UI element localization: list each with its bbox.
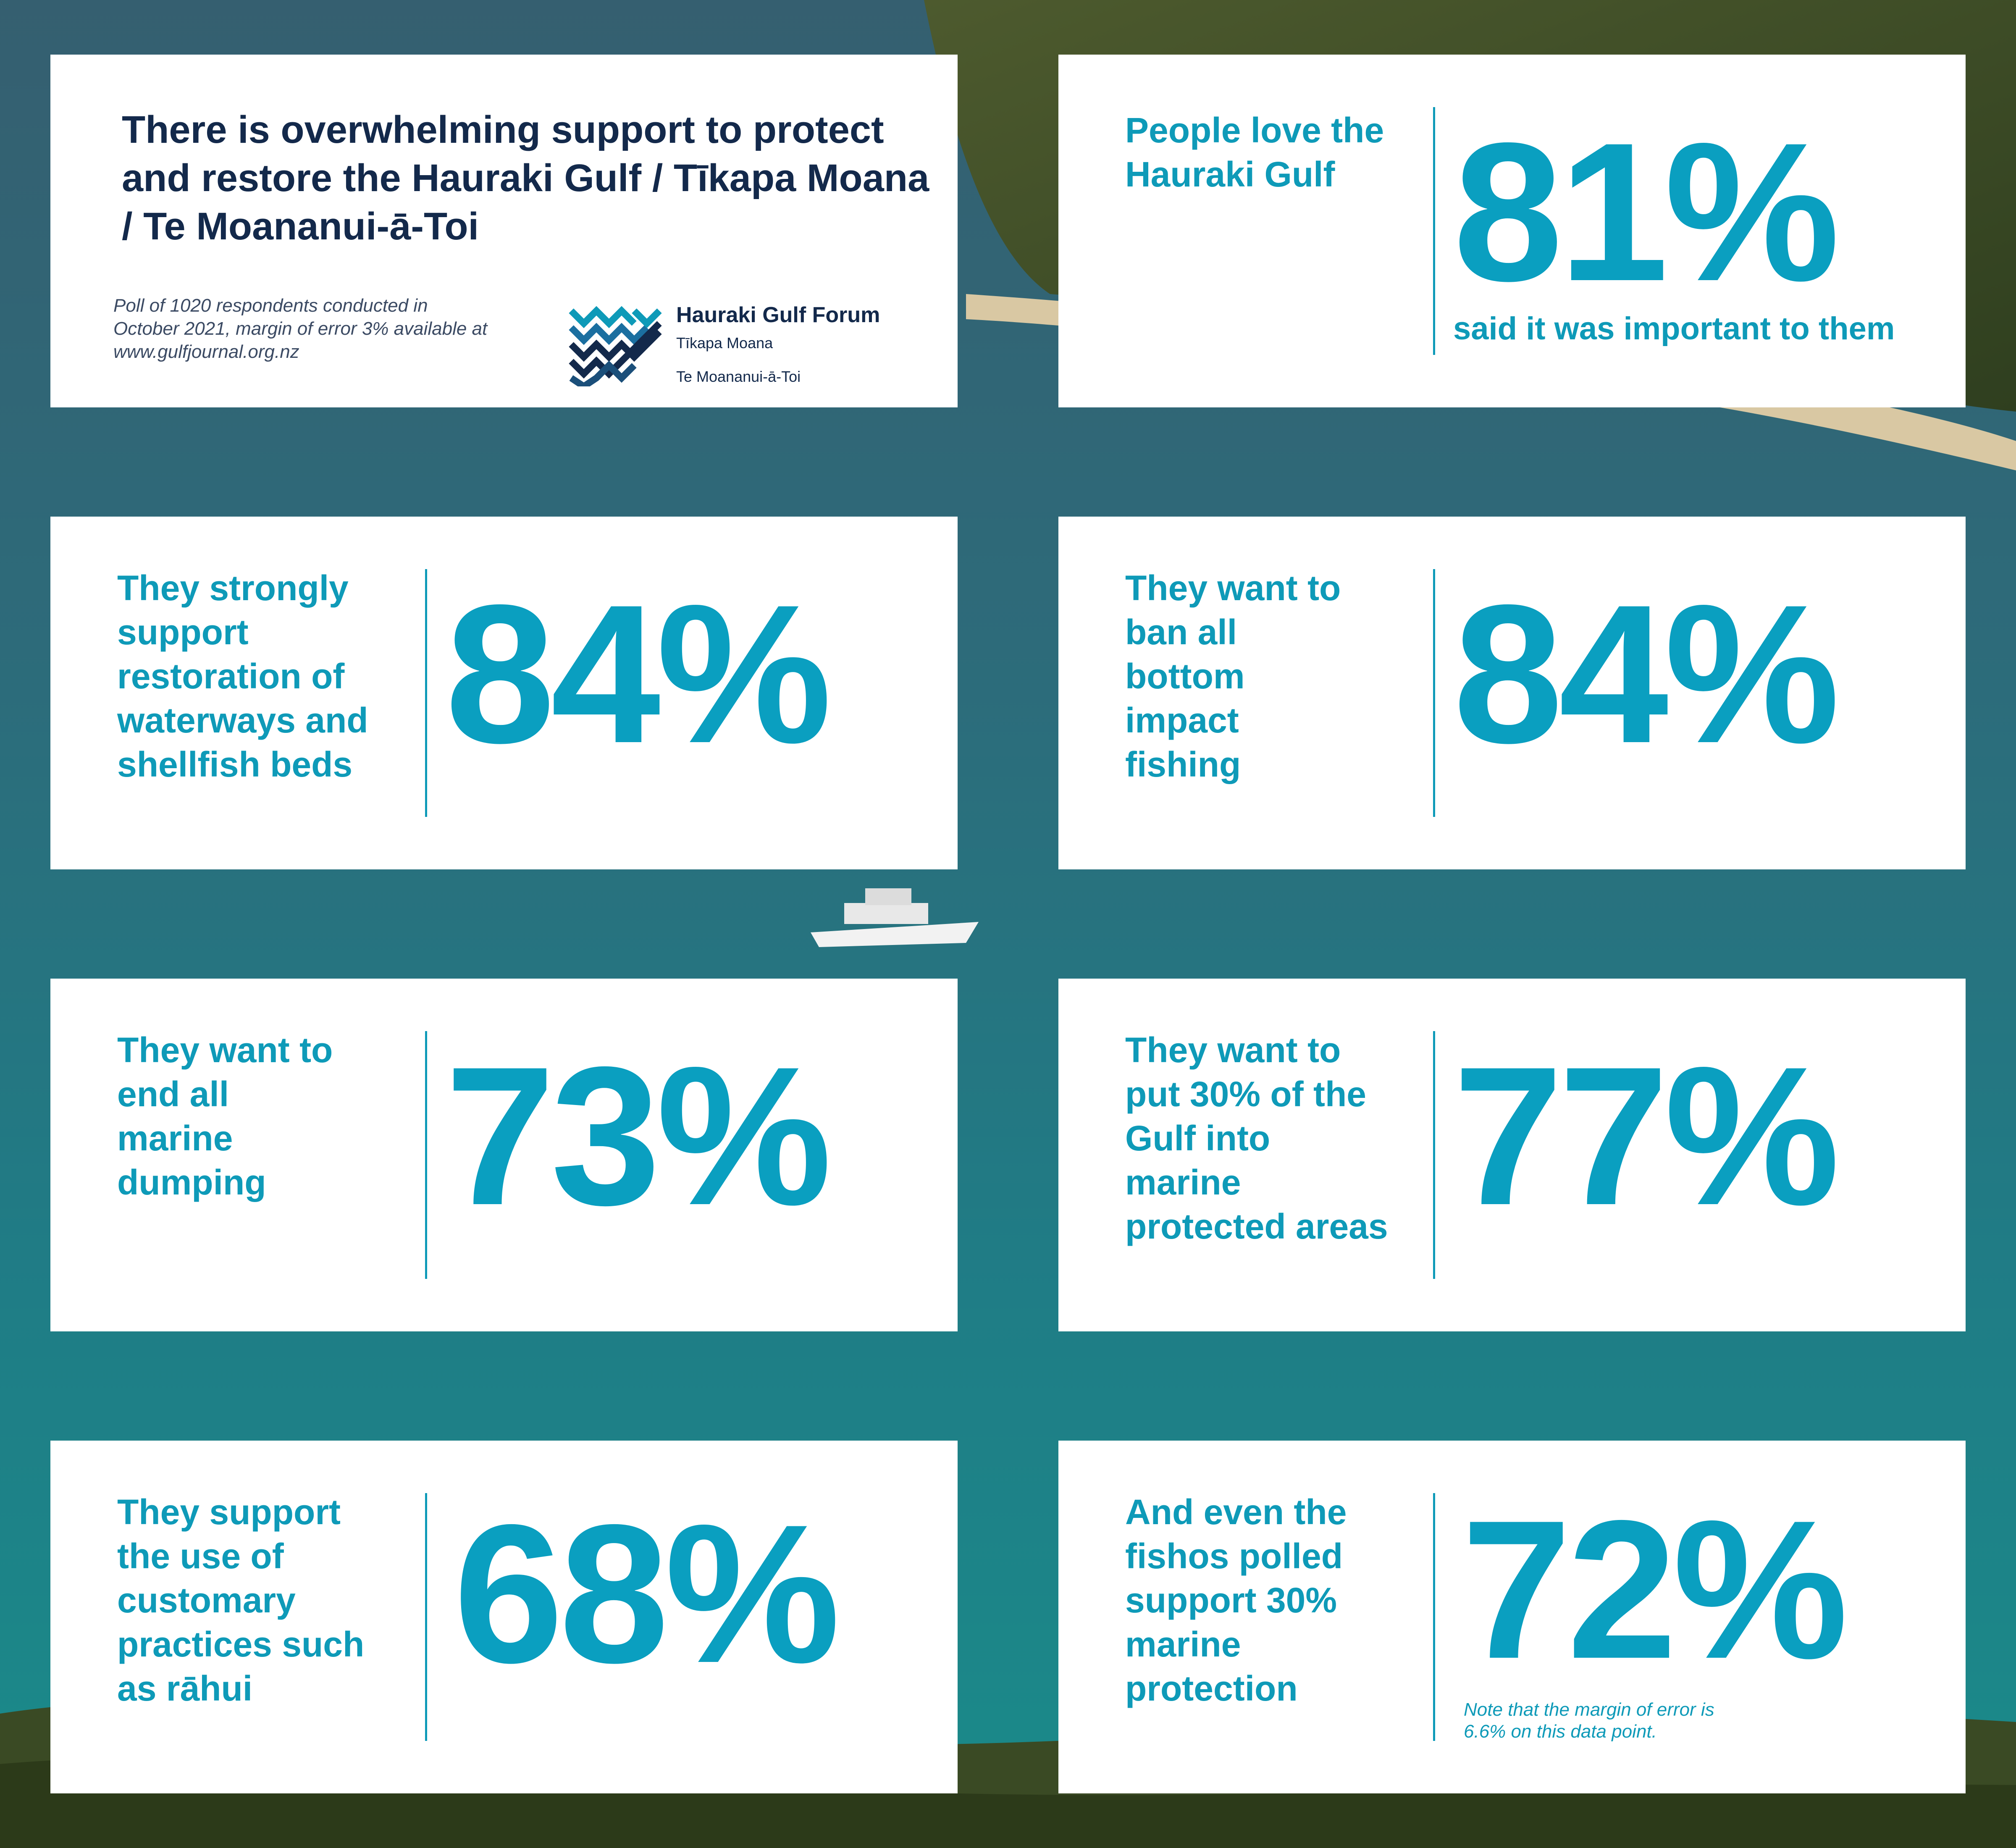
stat-card-customary: They support the use of customary practi… — [50, 1441, 958, 1793]
stat-label: They want to ban all bottom impact fishi… — [1125, 568, 1341, 784]
stat-label: They strongly support restoration of wat… — [117, 568, 368, 784]
chevron-pattern-icon — [569, 306, 662, 386]
stat-value: 68% — [454, 1483, 840, 1704]
stat-value: 77% — [1453, 1026, 1840, 1246]
divider — [425, 1493, 427, 1741]
hauraki-gulf-forum-logo: Hauraki Gulf Forum Tīkapa Moana Te Moana… — [567, 286, 945, 412]
logo-subtitle-2: Te Moananui-ā-Toi — [676, 368, 801, 385]
stat-card-restoration: They strongly support restoration of wat… — [50, 517, 958, 869]
logo-subtitle-1: Tīkapa Moana — [676, 334, 773, 352]
header-card: There is overwhelming support to protect… — [50, 55, 958, 407]
divider — [425, 569, 427, 817]
stat-label: And even the fishos polled support 30% m… — [1125, 1492, 1347, 1708]
stat-label: People love the Hauraki Gulf — [1125, 110, 1384, 194]
divider — [1433, 569, 1435, 817]
boat-icon — [811, 888, 979, 947]
stat-value: 73% — [445, 1026, 832, 1246]
divider — [1433, 1031, 1435, 1279]
stat-card-bottom-fishing: They want to ban all bottom impact fishi… — [1058, 517, 1966, 869]
poll-note: Poll of 1020 respondents conducted in Oc… — [113, 295, 488, 362]
stat-card-fishos: And even the fishos polled support 30% m… — [1058, 1441, 1966, 1793]
divider — [1433, 1493, 1435, 1741]
stat-card-love: People love the Hauraki Gulf 81% said it… — [1058, 55, 1966, 407]
margin-note: Note that the margin of error is 6.6% on… — [1464, 1699, 1714, 1742]
divider — [1433, 107, 1435, 355]
stat-value: 84% — [1453, 564, 1840, 784]
stat-value: 84% — [445, 564, 832, 784]
logo-name: Hauraki Gulf Forum — [676, 303, 880, 327]
divider — [425, 1031, 427, 1279]
stat-value: 81% — [1453, 102, 1840, 322]
page-title: There is overwhelming support to protect… — [122, 108, 929, 248]
stat-caption: said it was important to them — [1453, 311, 1895, 346]
stat-value: 72% — [1462, 1479, 1848, 1700]
stat-card-dumping: They want to end all marine dumping 73% — [50, 979, 958, 1331]
stat-card-protected-areas: They want to put 30% of the Gulf into ma… — [1058, 979, 1966, 1331]
stat-label: They support the use of customary practi… — [117, 1492, 365, 1708]
stat-label: They want to put 30% of the Gulf into ma… — [1125, 1030, 1388, 1246]
stat-label: They want to end all marine dumping — [117, 1030, 333, 1202]
